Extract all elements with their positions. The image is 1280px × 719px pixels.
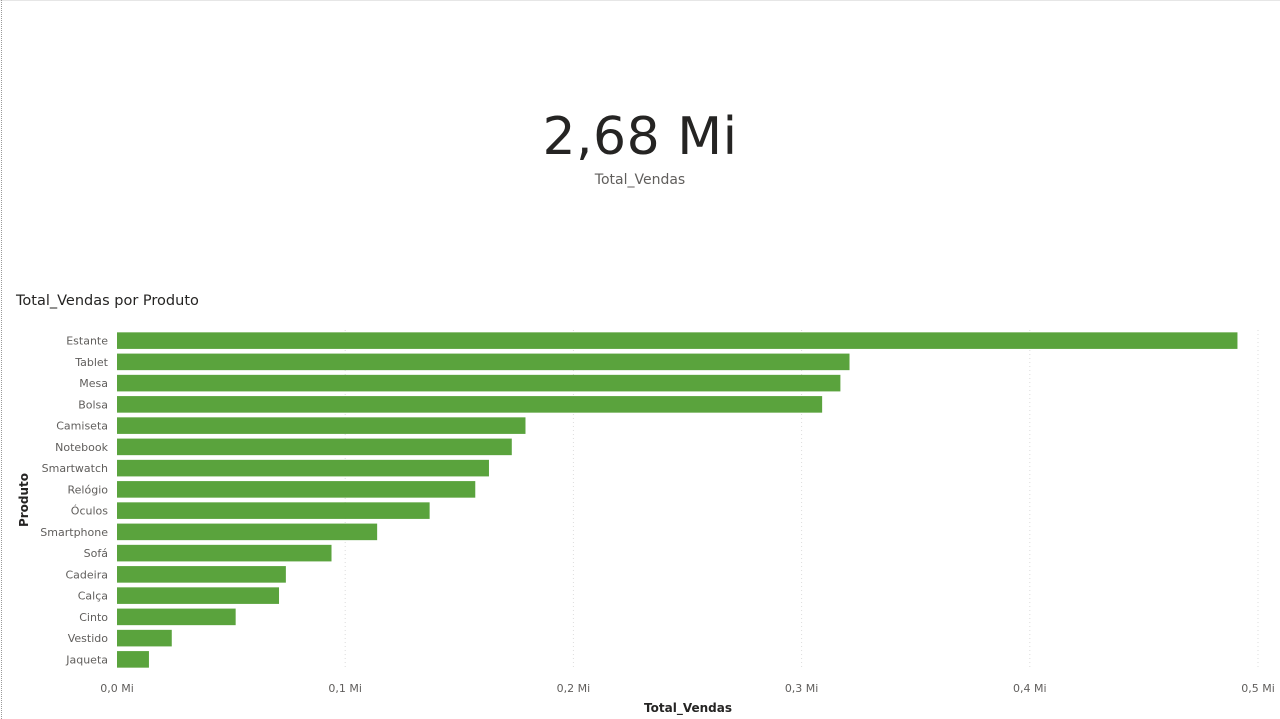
bar-cadeira[interactable] (117, 566, 286, 583)
bar-jaqueta[interactable] (117, 651, 149, 668)
chart-title: Total_Vendas por Produto (16, 293, 199, 309)
bar-relógio[interactable] (117, 481, 476, 498)
bar-smartphone[interactable] (117, 523, 378, 541)
bar-cinto[interactable] (117, 608, 236, 626)
category-label: Tablet (74, 356, 108, 369)
category-label: Cinto (79, 611, 108, 624)
category-label: Óculos (71, 505, 108, 518)
card-value[interactable]: 2,68 Mi (542, 107, 738, 167)
bar-bolsa[interactable] (117, 396, 823, 413)
category-label: Jaqueta (65, 653, 108, 666)
category-label: Smartphone (40, 526, 108, 539)
bar-mesa[interactable] (117, 374, 841, 392)
bar-sofá[interactable] (117, 544, 332, 562)
x-tick-label: 0,2 Mi (557, 682, 591, 695)
bar-estante[interactable] (117, 332, 1238, 349)
x-tick-label: 0,0 Mi (100, 682, 134, 695)
bar-vestido[interactable] (117, 629, 172, 647)
category-label: Smartwatch (42, 462, 108, 475)
category-labels: Estante Tablet Mesa Bolsa Camiseta Notebook Sm… (40, 335, 108, 667)
canvas-left-border (1, 0, 2, 719)
x-axis-title: Total_Vendas (644, 701, 732, 716)
category-label: Calça (78, 590, 108, 603)
x-tick-label: 0,5 Mi (1241, 682, 1275, 695)
y-axis-title: Produto (17, 473, 31, 527)
category-label: Vestido (68, 632, 109, 645)
category-label: Sofá (84, 547, 108, 560)
bar-camiseta[interactable] (117, 417, 526, 434)
card-label: Total_Vendas (594, 172, 686, 188)
x-tick-label: 0,4 Mi (1013, 682, 1047, 695)
category-label: Camiseta (56, 420, 108, 433)
bar-calça[interactable] (117, 587, 280, 604)
bar-tablet[interactable] (117, 353, 850, 371)
category-label: Notebook (55, 441, 108, 454)
x-tick-labels: 0,0 Mi 0,1 Mi 0,2 Mi 0,3 Mi 0,4 Mi 0,5 Mi (100, 682, 1275, 695)
category-label: Mesa (79, 377, 108, 390)
bar-óculos[interactable] (117, 502, 430, 519)
x-tick-label: 0,1 Mi (328, 682, 362, 695)
bar-notebook[interactable] (117, 438, 512, 456)
category-label: Relógio (68, 483, 109, 496)
category-label: Bolsa (78, 398, 108, 411)
category-label: Estante (66, 335, 108, 348)
bars[interactable] (117, 332, 1238, 668)
category-label: Cadeira (66, 568, 109, 581)
x-tick-label: 0,3 Mi (785, 682, 819, 695)
bar-smartwatch[interactable] (117, 459, 489, 477)
